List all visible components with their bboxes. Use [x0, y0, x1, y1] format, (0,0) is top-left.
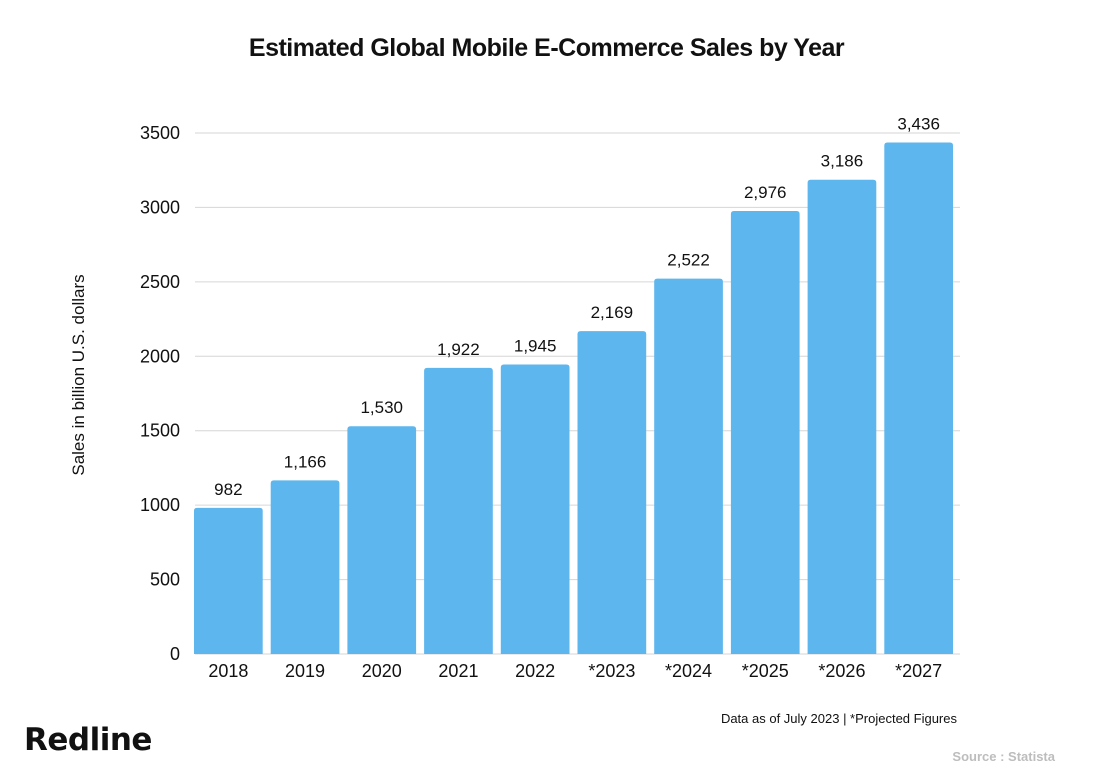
footnote: Data as of July 2023 | *Projected Figure… — [720, 711, 957, 726]
bar-2022 — [500, 364, 570, 654]
value-label-proj-2027: 3,436 — [897, 115, 940, 134]
chart-title: Estimated Global Mobile E-Commerce Sales… — [248, 34, 845, 62]
x-tick-label-2021: 2021 — [438, 661, 478, 681]
x-tick-label-proj-2023: *2023 — [588, 661, 635, 681]
y-tick-label-1500: 1500 — [140, 421, 180, 441]
x-tick-label-proj-2024: *2024 — [665, 661, 712, 681]
bar-2020 — [347, 426, 417, 654]
bar-2021 — [424, 367, 493, 654]
bar-proj-2027 — [884, 142, 953, 654]
x-tick-label-proj-2025: *2025 — [742, 661, 789, 681]
redline-logo: Redline — [24, 722, 152, 758]
value-label-proj-2023: 2,169 — [591, 303, 634, 322]
y-tick-label-3000: 3000 — [140, 197, 180, 217]
value-label-2022: 1,945 — [514, 336, 557, 355]
x-tick-label-proj-2027: *2027 — [895, 661, 942, 681]
value-label-proj-2024: 2,522 — [667, 251, 710, 270]
source-note: Source : Statista — [952, 749, 1055, 764]
x-tick-label-2019: 2019 — [285, 661, 325, 681]
value-label-proj-2025: 2,976 — [744, 183, 787, 202]
bar-2018 — [194, 507, 263, 654]
bar-2019 — [270, 480, 340, 654]
y-tick-label-500: 500 — [150, 570, 180, 590]
value-label-2018: 982 — [214, 480, 242, 499]
x-tick-label-2020: 2020 — [362, 661, 402, 681]
x-tick-label-2022: 2022 — [515, 661, 555, 681]
x-tick-label-2018: 2018 — [208, 661, 248, 681]
y-tick-label-2000: 2000 — [140, 346, 180, 366]
y-tick-label-1000: 1000 — [140, 495, 180, 515]
value-label-2021: 1,922 — [437, 340, 480, 359]
value-label-proj-2026: 3,186 — [821, 152, 864, 171]
y-tick-label-2500: 2500 — [140, 272, 180, 292]
x-tick-label-proj-2026: *2026 — [818, 661, 865, 681]
bar-proj-2026 — [807, 179, 877, 654]
value-label-2020: 1,530 — [360, 398, 403, 417]
bar-proj-2023 — [577, 331, 647, 654]
bar-proj-2025 — [730, 211, 800, 654]
y-tick-label-0: 0 — [170, 644, 180, 664]
bar-proj-2024 — [654, 278, 723, 654]
value-label-2019: 1,166 — [284, 452, 327, 471]
y-tick-label-3500: 3500 — [140, 123, 180, 143]
